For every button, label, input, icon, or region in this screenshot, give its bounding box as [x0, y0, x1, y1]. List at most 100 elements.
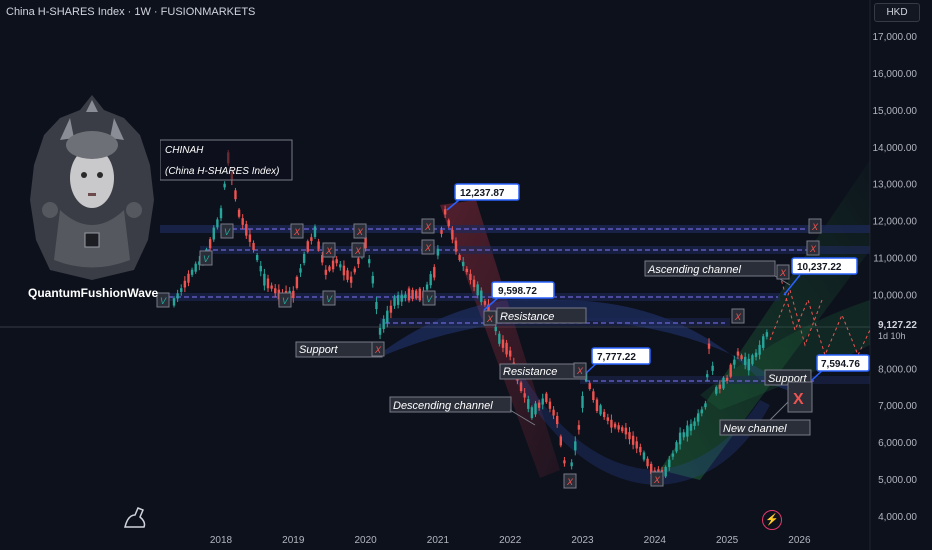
candle-body [765, 332, 769, 337]
candle-body [718, 384, 722, 389]
candle-body [382, 318, 385, 330]
candle-body [458, 255, 461, 261]
candle-body [682, 432, 685, 438]
x-marker-box [776, 264, 790, 280]
candle-body [299, 268, 302, 273]
candle-body [649, 463, 653, 474]
x-marker: X [811, 222, 819, 232]
x-marker-box [808, 218, 822, 234]
x-marker-box [731, 308, 745, 324]
candle-body [465, 268, 469, 273]
candle-body [548, 401, 552, 409]
candle-body [505, 342, 508, 355]
v-marker: V [282, 296, 289, 306]
candle-body [208, 239, 212, 249]
candle-body [248, 234, 252, 242]
x-marker: X [356, 227, 364, 237]
avatar-portrait [24, 94, 160, 282]
x-marker-box [353, 223, 367, 239]
candle-body [270, 285, 273, 289]
x-marker: X [653, 475, 661, 485]
candle-body [751, 355, 754, 365]
candle-body [469, 273, 472, 280]
candle-body [675, 442, 678, 452]
new-channel-label: New channel [723, 423, 787, 435]
resistance-label-2: Resistance [503, 366, 557, 378]
v-marker-box [199, 250, 213, 266]
candle-body [595, 399, 599, 412]
candle-body [631, 435, 635, 445]
level-label-9598: 9,598.72 [498, 286, 537, 297]
candle-body [313, 226, 317, 237]
callout-12237: 12,237.87 [446, 183, 520, 211]
blue-arc-lower [515, 370, 770, 485]
x-marker-box [573, 362, 587, 378]
candle-body [487, 304, 490, 315]
callout-7777: 7,777.22 [583, 347, 651, 376]
candle-body [707, 343, 711, 349]
callout-10237: 10,237.22 [783, 257, 858, 296]
x-marker-box [421, 218, 435, 234]
candle-body [523, 393, 526, 398]
callout-9598: 9,598.72 [483, 281, 555, 311]
candle-body [219, 208, 223, 219]
ascending-channel-band [660, 160, 870, 480]
candle-body [722, 377, 725, 389]
candle-body [371, 275, 375, 284]
candle-body [678, 432, 682, 445]
y-tick-label: 8,000.00 [878, 364, 917, 375]
y-axis: 4,000.00 5,000.00 6,000.00 7,000.00 8,000.00… [873, 32, 918, 523]
currency-button[interactable]: HKD [874, 3, 920, 22]
x-tick-label: 2024 [644, 535, 667, 546]
candle-body [758, 344, 761, 355]
candle-body [577, 425, 581, 430]
candle-body [552, 409, 555, 416]
candle-body [736, 351, 740, 356]
v-marker: V [326, 294, 333, 304]
x-marker: X [424, 243, 432, 253]
level-label-12237: 12,237.87 [460, 188, 505, 199]
candle-body [433, 267, 436, 278]
candle-body [429, 274, 432, 286]
candle-body [472, 279, 476, 288]
candle-body [295, 276, 299, 288]
x-marker-box [806, 240, 820, 256]
y-tick-label: 16,000.00 [873, 69, 918, 80]
x-marker-box [563, 473, 577, 489]
candle-body [187, 273, 190, 283]
target-x-box [787, 381, 813, 413]
candle-body [588, 383, 591, 389]
candle-body [415, 290, 418, 299]
candle-body [252, 242, 255, 250]
annotations: CHINAH (China H-SHARES Index) Support Re… [159, 139, 870, 436]
price-tag: 9,127.22 1d 10h [871, 319, 932, 345]
x-marker-box [351, 242, 365, 258]
candle-body [621, 427, 624, 432]
y-tick-label: 17,000.00 [873, 32, 918, 43]
candle-body [400, 294, 403, 302]
candle-body [194, 263, 197, 272]
candle-body [509, 350, 512, 357]
candle-body [642, 452, 646, 460]
candle-body [725, 377, 729, 381]
target-x-mark: X [793, 391, 804, 408]
candle-body [715, 387, 718, 394]
v-marker: V [224, 227, 231, 237]
candle-body [747, 358, 750, 371]
chart-title: China H-SHARES Index · 1W · FUSIONMARKET… [6, 6, 256, 18]
x-tick-label: 2020 [354, 535, 377, 546]
x-marker: X [424, 222, 432, 232]
candle-body [274, 288, 277, 294]
candle-body [534, 403, 537, 415]
x-tick-label: 2025 [716, 535, 739, 546]
candle-body [237, 209, 241, 217]
candle-body [610, 419, 613, 428]
candle-body [519, 382, 523, 392]
v-marker: V [203, 254, 210, 264]
candle-body [483, 300, 487, 305]
lightning-icon[interactable]: ⚡ [762, 510, 782, 530]
candle-body [216, 219, 219, 228]
y-tick-label: 13,000.00 [873, 180, 918, 191]
